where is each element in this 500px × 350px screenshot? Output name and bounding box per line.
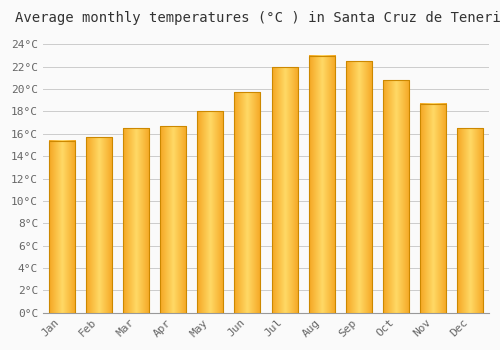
Bar [383,80,409,313]
Bar [346,61,372,313]
Bar [160,126,186,313]
Title: Average monthly temperatures (°C ) in Santa Cruz de Tenerife: Average monthly temperatures (°C ) in Sa… [14,11,500,25]
Bar [123,128,149,313]
Bar [86,137,112,313]
Bar [234,92,260,313]
Bar [308,56,334,313]
Bar [48,140,74,313]
Bar [272,67,297,313]
Bar [420,104,446,313]
Bar [197,111,223,313]
Bar [458,128,483,313]
